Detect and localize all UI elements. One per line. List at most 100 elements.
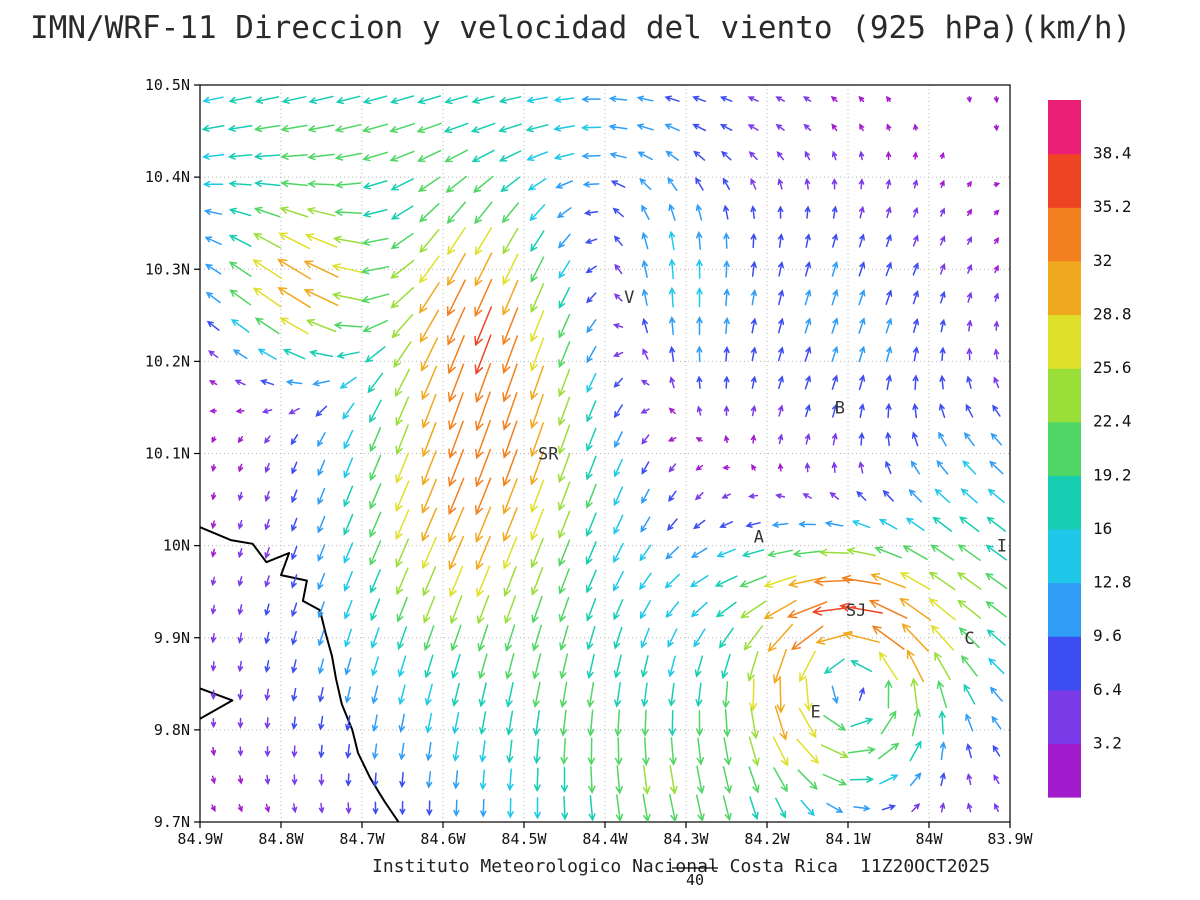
wind-arrow xyxy=(614,431,623,449)
wind-arrow xyxy=(939,318,946,333)
wind-arrow xyxy=(668,230,676,251)
wind-arrow xyxy=(850,717,874,728)
wind-arrow xyxy=(773,767,788,793)
wind-arrow xyxy=(534,797,541,820)
wind-arrow xyxy=(775,797,786,819)
wind-arrow xyxy=(343,513,354,536)
wind-arrow xyxy=(399,801,406,816)
wind-arrow xyxy=(885,261,893,277)
wind-arrow xyxy=(771,521,789,528)
wind-arrow xyxy=(477,624,489,652)
wind-arrow xyxy=(669,765,678,795)
wind-arrow xyxy=(856,490,867,501)
wind-arrow xyxy=(870,573,906,589)
wind-arrow xyxy=(291,659,298,674)
wind-arrow xyxy=(371,685,379,705)
wind-arrow xyxy=(818,548,850,557)
wind-arrow xyxy=(420,337,439,372)
wind-arrow xyxy=(419,282,440,314)
wind-arrow xyxy=(989,460,1004,475)
wind-arrow xyxy=(290,574,298,589)
wind-arrow xyxy=(446,201,467,225)
wind-arrow xyxy=(206,320,220,331)
wind-arrow xyxy=(666,518,678,531)
wind-arrow xyxy=(832,403,838,418)
wind-arrow xyxy=(390,286,415,309)
wind-arrow xyxy=(529,309,545,343)
wind-arrow xyxy=(393,341,412,368)
wind-arrow xyxy=(470,122,496,134)
wind-arrow xyxy=(939,179,945,188)
wind-arrow xyxy=(390,259,415,279)
wind-arrow xyxy=(858,431,865,446)
wind-arrow xyxy=(282,348,306,360)
wind-arrow xyxy=(586,372,597,393)
wind-arrow xyxy=(211,464,217,473)
wind-arrow xyxy=(885,150,892,161)
wind-arrow xyxy=(993,292,1000,302)
wind-arrow xyxy=(664,95,680,102)
wind-arrow xyxy=(743,625,764,651)
wind-arrow xyxy=(748,736,760,767)
wind-arrow xyxy=(667,655,676,678)
wind-arrow xyxy=(317,544,326,562)
wind-arrow xyxy=(280,179,308,188)
wind-arrow xyxy=(201,153,225,160)
wind-arrow xyxy=(695,682,703,708)
wind-arrow xyxy=(202,96,224,104)
wind-arrow xyxy=(695,464,704,471)
wind-arrow xyxy=(802,493,812,499)
wind-arrow xyxy=(989,686,1003,702)
wind-arrow xyxy=(965,713,974,732)
wind-arrow xyxy=(447,335,465,375)
colorbar-segment xyxy=(1048,475,1081,530)
wind-arrow xyxy=(988,657,1005,675)
wind-arrow xyxy=(641,461,650,475)
wind-arrow xyxy=(721,493,731,499)
wind-arrow xyxy=(668,315,676,336)
wind-arrow xyxy=(796,738,820,765)
wind-arrow xyxy=(557,396,571,427)
wind-arrow xyxy=(257,348,277,360)
lat-tick-label: 9.8N xyxy=(154,721,190,739)
wind-arrow xyxy=(912,151,919,160)
wind-arrow xyxy=(885,374,892,391)
wind-arrow xyxy=(237,436,244,444)
wind-arrow xyxy=(612,323,624,329)
wind-arrow xyxy=(722,680,730,709)
wind-arrow xyxy=(993,348,1000,360)
wind-arrow xyxy=(723,204,730,220)
wind-arrow xyxy=(880,710,897,735)
wind-arrow xyxy=(502,507,518,543)
lon-tick-label: 84.3W xyxy=(663,830,709,848)
wind-arrow xyxy=(839,602,883,614)
wind-arrow xyxy=(210,520,217,530)
colorbar-tick-label: 19.2 xyxy=(1093,465,1132,484)
wind-arrow xyxy=(798,707,817,739)
wind-arrow xyxy=(334,208,362,216)
lon-tick-label: 84.8W xyxy=(258,830,304,848)
colorbar-segment xyxy=(1048,636,1081,691)
wind-arrow xyxy=(361,237,389,246)
wind-arrow xyxy=(343,599,353,620)
institute-name: Instituto Meteorologico Nacional Costa R… xyxy=(372,856,838,877)
wind-arrow xyxy=(901,623,930,652)
wind-arrow xyxy=(608,123,628,131)
wind-arrow xyxy=(446,279,466,317)
wind-arrow xyxy=(912,374,919,390)
wind-arrow xyxy=(474,477,492,516)
wind-arrow xyxy=(397,655,407,678)
wind-arrow xyxy=(642,348,649,360)
wind-arrow xyxy=(938,431,947,447)
wind-arrow xyxy=(962,460,977,475)
wind-arrow xyxy=(533,767,541,793)
wind-arrow xyxy=(553,124,575,132)
wind-arrow xyxy=(291,687,298,702)
wind-arrow xyxy=(318,687,325,703)
wind-arrow xyxy=(210,775,216,785)
wind-arrow xyxy=(910,677,919,711)
wind-arrow xyxy=(665,150,680,161)
wind-arrow xyxy=(372,743,379,760)
lat-tick-label: 9.9N xyxy=(154,629,190,647)
wind-arrow xyxy=(502,363,518,403)
